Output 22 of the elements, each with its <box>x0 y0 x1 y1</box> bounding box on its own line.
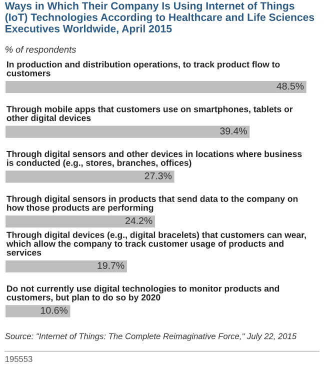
data-label: 27.3% <box>144 172 172 180</box>
chart-title: Ways in Which Their Company Is Using Internet of Things (IoT) Technologies According to Healthcare and Life Sciences Executives Worldwide, April 2015 <box>4 2 314 35</box>
y-tick-label: Through digital devices (e.g., digital bracelets) that customers can wear, which allow the company to track customer usage of products and services <box>6 232 306 256</box>
y-tick-label: Through digital sensors in products that send data to the company on how those products are performing <box>6 196 298 213</box>
chart-subtitle: % of respondents <box>6 46 76 55</box>
bar <box>4 124 252 140</box>
source-note: Source: "Internet of Things: The Complete Reimaginative Force," July 22, 2015 <box>5 333 297 341</box>
bar <box>4 258 128 274</box>
data-label: 39.4% <box>220 128 247 134</box>
y-tick-label: In production and distribution operations, to track product flow to customers <box>6 61 280 76</box>
bar <box>4 169 176 184</box>
bar <box>4 214 156 229</box>
text: 195553 <box>5 356 32 362</box>
data-label: 48.5% <box>276 82 304 90</box>
bar <box>4 80 308 94</box>
data-label: 24.2% <box>126 217 152 224</box>
bar <box>4 304 72 319</box>
y-tick-label: Through mobile apps that customers use on smartphones, tablets or other digital devices <box>6 106 293 123</box>
data-label: 19.7% <box>98 262 124 269</box>
y-tick-label: Do not currently use digital technologies to monitor products and customers, but plan to do so by 2020 <box>6 285 280 302</box>
data-label: 10.6% <box>41 306 68 314</box>
y-tick-label: Through digital sensors and other devices in locations where business is conducted (e.g., stores, branches, offices) <box>6 150 302 168</box>
